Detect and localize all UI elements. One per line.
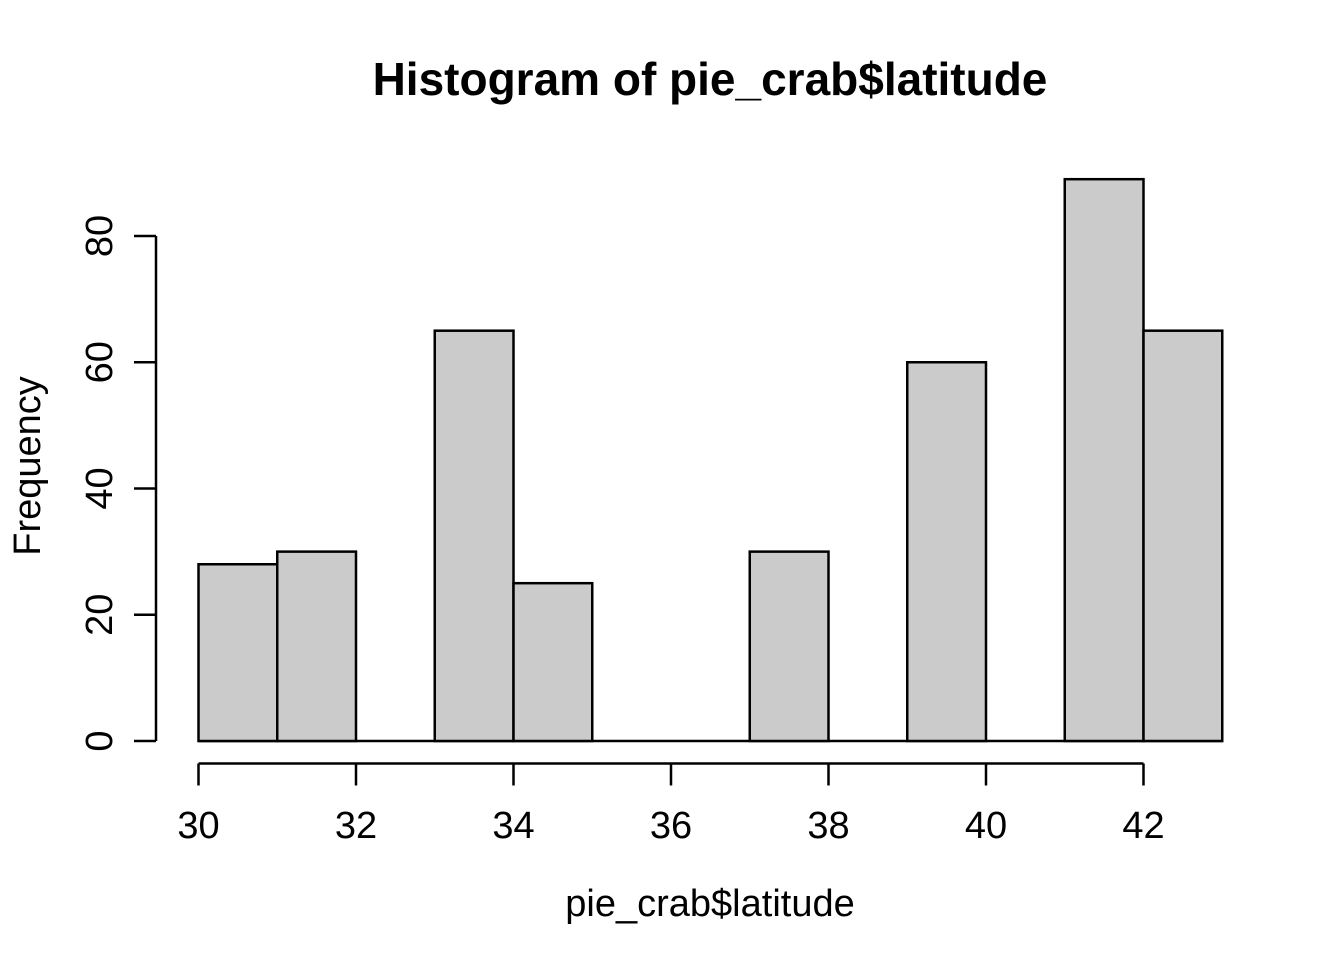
bars-group	[197, 177, 1224, 743]
x-tick-label: 42	[1122, 805, 1164, 847]
histogram-bar	[512, 581, 594, 743]
x-tick-label: 32	[335, 805, 377, 847]
histogram-bar	[433, 329, 515, 743]
x-tick-label: 34	[492, 805, 534, 847]
x-tick-label: 36	[650, 805, 692, 847]
histogram-bar	[906, 361, 988, 743]
histogram-bar	[1063, 177, 1145, 743]
chart-title: Histogram of pie_crab$latitude	[373, 53, 1048, 105]
y-tick-label: 0	[79, 730, 121, 751]
y-tick-label: 20	[79, 594, 121, 636]
x-axis: 30 32 34 36 38 40 42	[177, 762, 1165, 847]
y-axis-label: Frequency	[7, 376, 49, 556]
y-axis: 0 20 40 60 80	[79, 215, 158, 752]
histogram-bar	[276, 550, 358, 743]
x-tick-label: 38	[807, 805, 849, 847]
histogram-bar	[1142, 329, 1224, 743]
y-tick-label: 80	[79, 215, 121, 257]
x-axis-label: pie_crab$latitude	[565, 883, 854, 925]
y-tick-label: 60	[79, 341, 121, 383]
x-tick-label: 40	[965, 805, 1007, 847]
histogram-bar	[748, 550, 830, 743]
x-tick-label: 30	[177, 805, 219, 847]
y-tick-label: 40	[79, 467, 121, 509]
histogram-bar	[197, 563, 279, 743]
